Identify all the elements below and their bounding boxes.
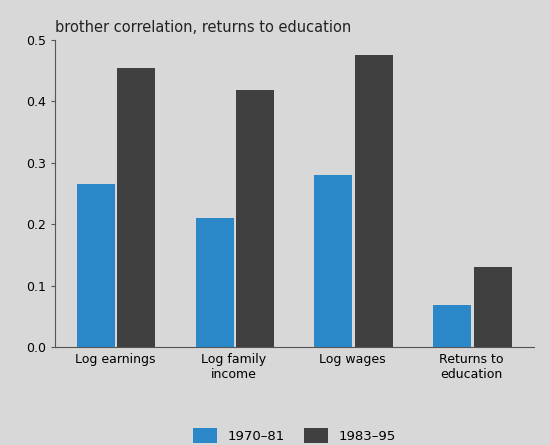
Bar <box>433 305 471 347</box>
Bar <box>355 55 393 347</box>
Bar <box>315 175 353 347</box>
Bar <box>474 267 512 347</box>
Bar <box>196 218 234 347</box>
Legend: 1970–81, 1983–95: 1970–81, 1983–95 <box>186 421 402 445</box>
Text: brother correlation, returns to education: brother correlation, returns to educatio… <box>55 20 351 35</box>
Bar <box>117 68 155 347</box>
Bar <box>77 184 115 347</box>
Bar <box>236 90 274 347</box>
